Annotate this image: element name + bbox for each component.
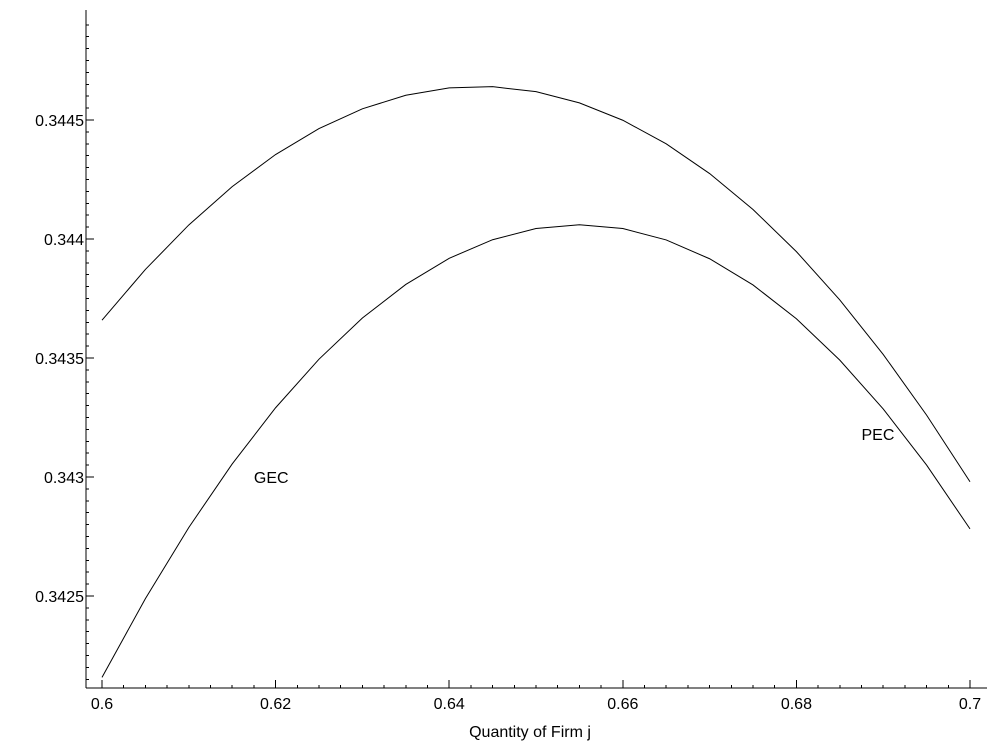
x-axis-title: Quantity of Firm j [469,724,591,741]
y-tick-label: 0.3445 [35,113,84,130]
y-tick-label: 0.3435 [35,351,84,368]
x-tick-label: 0.66 [607,696,638,713]
series-line-2 [101,224,971,678]
axes [85,10,987,689]
x-tick-label: 0.6 [91,696,113,713]
x-tick-label: 0.68 [781,696,812,713]
y-tick-label: 0.344 [44,232,84,249]
annotation-pec: PEC [862,427,895,444]
annotation-gec: GEC [254,470,289,487]
curves [101,86,971,678]
y-tick-label: 0.343 [44,470,84,487]
y-tick-label: 0.3425 [35,589,84,606]
x-tick-label: 0.7 [959,696,981,713]
labels: 0.6 0.62 0.64 0.66 0.68 0.7 0.3425 0.343 0.3435 0… [35,113,981,713]
x-tick-label: 0.64 [434,696,465,713]
series-line-1 [101,86,971,483]
x-tick-label: 0.62 [260,696,291,713]
